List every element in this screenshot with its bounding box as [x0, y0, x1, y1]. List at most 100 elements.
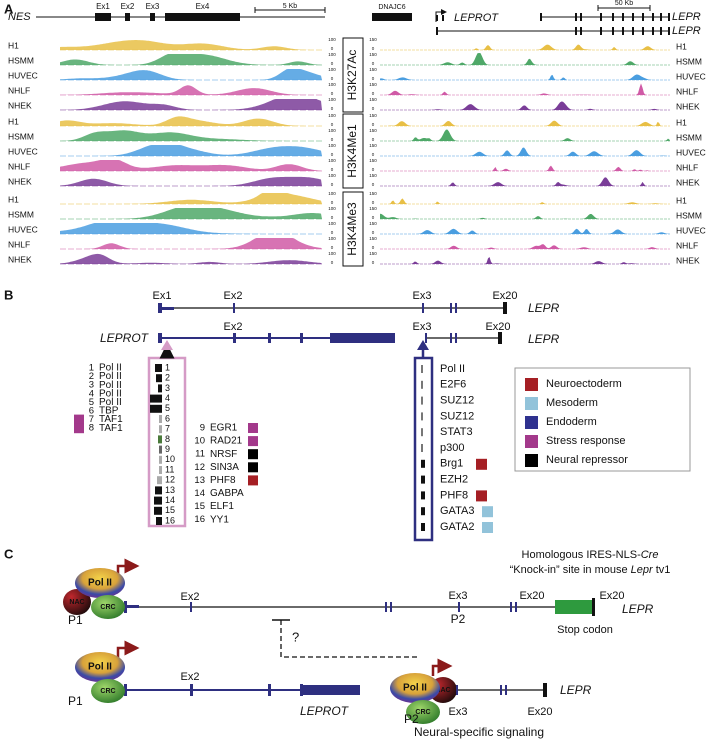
peak-bar [421, 523, 425, 531]
gene-name: LEPR [528, 332, 560, 346]
cell-line-label: NHEK [676, 101, 700, 111]
factor-name: PHF8 [440, 489, 468, 501]
factor-number: 5 [89, 397, 94, 408]
axis-label: 100 [328, 251, 336, 256]
factor-name: Pol II [440, 363, 465, 375]
signal-track [60, 99, 322, 110]
peak-bar [159, 425, 162, 434]
axis-label: 150 [369, 113, 377, 118]
axis-label: 150 [369, 206, 377, 211]
legend-swatch [525, 416, 538, 429]
exon-label: Ex2 [224, 321, 243, 333]
axis-label: 0 [372, 76, 375, 81]
factor-number: 13 [165, 485, 175, 495]
factor-number: 4 [165, 393, 170, 403]
cell-line-label: NHLF [8, 161, 30, 171]
gene-name: LEPROT [454, 12, 499, 24]
peak-bar [159, 415, 162, 423]
axis-label: 100 [328, 173, 336, 178]
exon [158, 333, 162, 343]
peak-bar [156, 374, 162, 383]
group-square [74, 414, 84, 425]
group-box [342, 113, 364, 189]
axis-label: 150 [369, 191, 377, 196]
group-label: H3K4Me3 [345, 202, 359, 256]
signal-track [380, 213, 670, 219]
peak-bar [421, 491, 425, 500]
gene-box [372, 13, 412, 21]
factor-number: 1 [89, 363, 94, 374]
peak-bar [154, 496, 162, 505]
cell-line-label: HUVEC [8, 146, 38, 156]
axis-label: 0 [331, 182, 334, 187]
axis-label: 0 [331, 137, 334, 142]
dashed-link [280, 620, 418, 658]
crc-protein [406, 700, 440, 724]
signal-track [60, 193, 322, 204]
exon [456, 685, 458, 695]
factor-name: GATA2 [440, 521, 474, 533]
exon [160, 307, 174, 310]
axis-label: 100 [328, 191, 336, 196]
legend-swatch [525, 435, 538, 448]
protein-label: NAC [435, 687, 450, 694]
factor-number: 8 [89, 423, 94, 434]
exon-label: Ex2 [181, 591, 200, 603]
axis-label: 150 [369, 251, 377, 256]
exon [580, 13, 582, 21]
annotation: ? [292, 629, 299, 644]
group-square [476, 490, 487, 502]
exon [498, 332, 502, 344]
axis-label: 100 [328, 236, 336, 241]
exon [652, 13, 654, 21]
tss-arrow [431, 658, 453, 676]
signal-track [60, 40, 322, 50]
pol-protein [75, 568, 125, 598]
signal-track [60, 145, 322, 156]
factor-number: 15 [165, 505, 175, 515]
exon-label: Ex3 [413, 290, 432, 302]
annotation: Neural-specific signaling [414, 725, 544, 739]
group-square [248, 475, 258, 486]
legend-label: Neuroectoderm [546, 378, 622, 390]
signal-track [380, 44, 670, 50]
gene-name: LEPR [672, 11, 701, 23]
gene-name: LEPR [622, 602, 654, 616]
exon [455, 303, 457, 313]
cell-line-label: H1 [676, 195, 687, 205]
exon [612, 27, 614, 35]
cell-line-label: NHEK [676, 177, 700, 187]
factor-number: 14 [165, 495, 175, 505]
signal-track [380, 53, 670, 65]
legend-label: Endoderm [546, 416, 597, 428]
exon-label: Ex2 [121, 2, 135, 11]
factor-number: 9 [200, 423, 205, 434]
exon-label: Ex1 [153, 290, 172, 302]
factor-name: YY1 [210, 514, 229, 525]
axis-label: 100 [328, 82, 336, 87]
exon [612, 13, 614, 21]
group-square [248, 436, 258, 447]
peak-bar [421, 412, 423, 421]
panel-label: A [4, 1, 14, 16]
axis-label: 150 [369, 173, 377, 178]
axis-label: 150 [369, 143, 377, 148]
axis-label: 0 [331, 76, 334, 81]
annotation: Homologous IRES-NLS-Cre [522, 549, 659, 561]
group-label: H3K4Me1 [345, 124, 359, 178]
nac-protein [63, 589, 91, 615]
exon-label: Ex20 [519, 590, 544, 602]
arrow-head [417, 340, 429, 350]
peak-bar [150, 394, 162, 403]
panel-label: B [4, 287, 13, 302]
axis-label: 0 [372, 106, 375, 111]
crc-protein [91, 679, 125, 703]
cell-line-label: NHLF [676, 162, 698, 172]
group-square [476, 458, 487, 470]
peak-bar [421, 444, 423, 452]
exon [543, 683, 547, 697]
exon [632, 27, 634, 35]
gene-name: DNAJC6 [378, 4, 405, 11]
signal-track [60, 160, 322, 171]
